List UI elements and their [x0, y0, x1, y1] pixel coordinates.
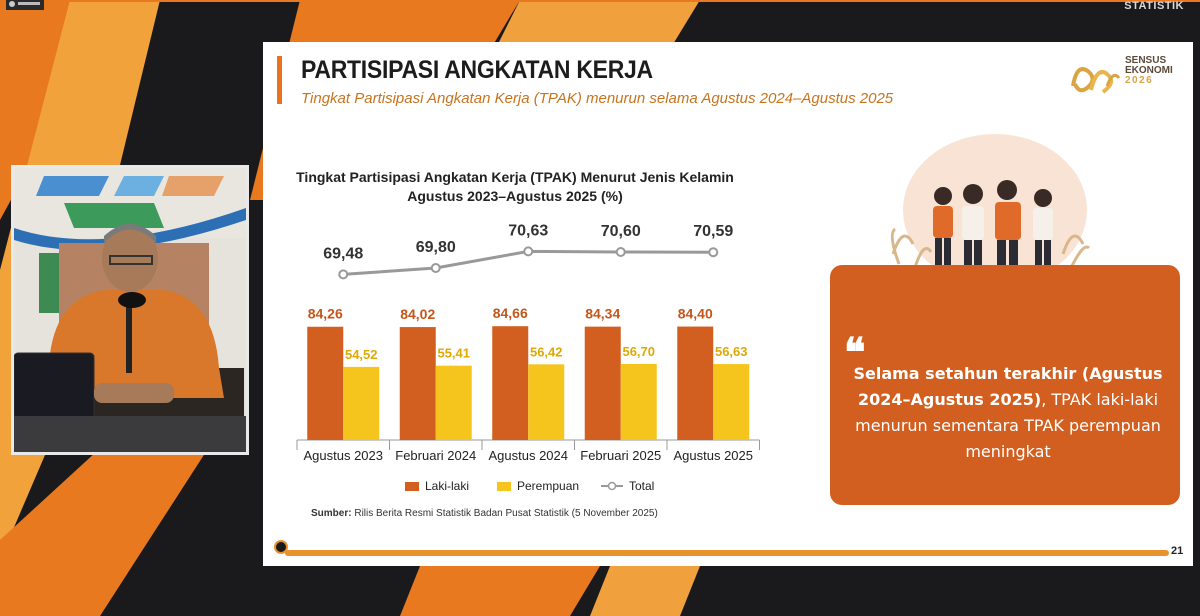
legend-swatch-perempuan	[497, 482, 511, 491]
title-accent-bar	[277, 56, 282, 104]
sensus-ekonomi-logo	[1071, 67, 1121, 94]
sensus-ekonomi-wordmark: SENSUS EKONOMI 2026	[1125, 56, 1173, 86]
summary-quote-box: ❝ Selama setahun terakhir (Agustus 2024–…	[830, 265, 1180, 505]
bar-perempuan	[435, 365, 472, 440]
data-label-total: 70,63	[508, 222, 548, 239]
legend-swatch-laki-laki	[405, 482, 419, 491]
bar-laki-laki	[399, 327, 436, 440]
bar-perempuan	[343, 366, 380, 440]
data-label-total: 69,80	[416, 239, 456, 256]
data-label-perempuan: 56,70	[622, 344, 655, 359]
footer-logo-icon	[274, 540, 288, 554]
x-tick-label: Agustus 2023	[303, 448, 383, 463]
slide-title: PARTISIPASI ANGKATAN KERJA	[301, 56, 653, 84]
data-label-perempuan: 55,41	[437, 346, 470, 361]
logo-line1: SENSUS	[1125, 55, 1167, 66]
page-number: 21	[1171, 545, 1184, 557]
chart-title-line2: Agustus 2023–Agustus 2025 (%)	[407, 188, 623, 204]
legend-label-perempuan: Perempuan	[517, 479, 579, 493]
slide-subtitle: Tingkat Partisipasi Angkatan Kerja (TPAK…	[301, 90, 894, 107]
bar-laki-laki	[492, 326, 529, 440]
logo-line2: EKONOMI	[1125, 65, 1173, 76]
x-tick-label: Februari 2025	[580, 448, 661, 463]
data-label-laki-laki: 84,66	[493, 305, 528, 321]
total-point	[708, 247, 719, 258]
legend-marker-total	[607, 481, 617, 491]
x-tick-label: Februari 2024	[395, 448, 476, 463]
chart-title-line1: Tingkat Partisipasi Angkatan Kerja (TPAK…	[296, 169, 734, 185]
data-label-total: 70,59	[693, 223, 733, 240]
bar-perempuan	[713, 364, 750, 440]
total-point	[338, 269, 349, 280]
bar-laki-laki	[584, 326, 621, 440]
bar-laki-laki	[677, 326, 714, 440]
data-label-total: 69,48	[323, 245, 363, 262]
presenter-video-frame	[14, 168, 246, 452]
data-label-laki-laki: 84,40	[678, 306, 713, 322]
bar-perempuan	[620, 363, 657, 440]
data-label-laki-laki: 84,34	[585, 306, 620, 322]
bar-perempuan	[528, 364, 565, 440]
presenter-webcam	[11, 165, 249, 455]
tpak-chart: 84,26 54,52 Agustus 2023 84,02 55,41 Februari…	[296, 222, 760, 493]
legend-label-laki-laki: Laki-laki	[425, 479, 469, 493]
quote-mark-icon: ❝	[844, 329, 866, 376]
x-tick-label: Agustus 2024	[488, 448, 568, 463]
quote-rest-text: , TPAK laki-laki menurun sementara TPAK …	[855, 390, 1161, 461]
footer-progress-line	[285, 550, 1169, 556]
source-text: Rilis Berita Resmi Statistik Badan Pusat…	[354, 508, 658, 519]
x-tick-label: Agustus 2025	[673, 448, 753, 463]
summary-quote-text: Selama setahun terakhir (Agustus 2024–Ag…	[852, 361, 1164, 465]
broadcast-brand-label: STATISTIK	[1124, 0, 1184, 12]
legend-label-total: Total	[629, 479, 654, 493]
data-label-perempuan: 56,42	[530, 344, 563, 359]
data-label-laki-laki: 84,26	[308, 306, 343, 322]
source-label: Sumber:	[311, 508, 352, 519]
data-label-perempuan: 56,63	[715, 344, 748, 359]
broadcast-corner-logo	[6, 0, 44, 10]
chart-source: Sumber: Rilis Berita Resmi Statistik Bad…	[311, 508, 658, 519]
presentation-slide: PARTISIPASI ANGKATAN KERJA Tingkat Parti…	[263, 42, 1193, 566]
total-point	[430, 263, 441, 273]
total-point	[615, 247, 626, 257]
chart-title: Tingkat Partisipasi Angkatan Kerja (TPAK…	[285, 168, 745, 206]
data-label-total: 70,60	[601, 223, 641, 240]
data-label-perempuan: 54,52	[345, 347, 378, 362]
total-point	[523, 246, 534, 257]
quote-bold-text: Selama setahun terakhir (Agustus 2024–Ag…	[853, 364, 1163, 409]
data-label-laki-laki: 84,02	[400, 306, 435, 322]
bar-laki-laki	[307, 326, 344, 440]
logo-year: 2026	[1125, 75, 1154, 86]
